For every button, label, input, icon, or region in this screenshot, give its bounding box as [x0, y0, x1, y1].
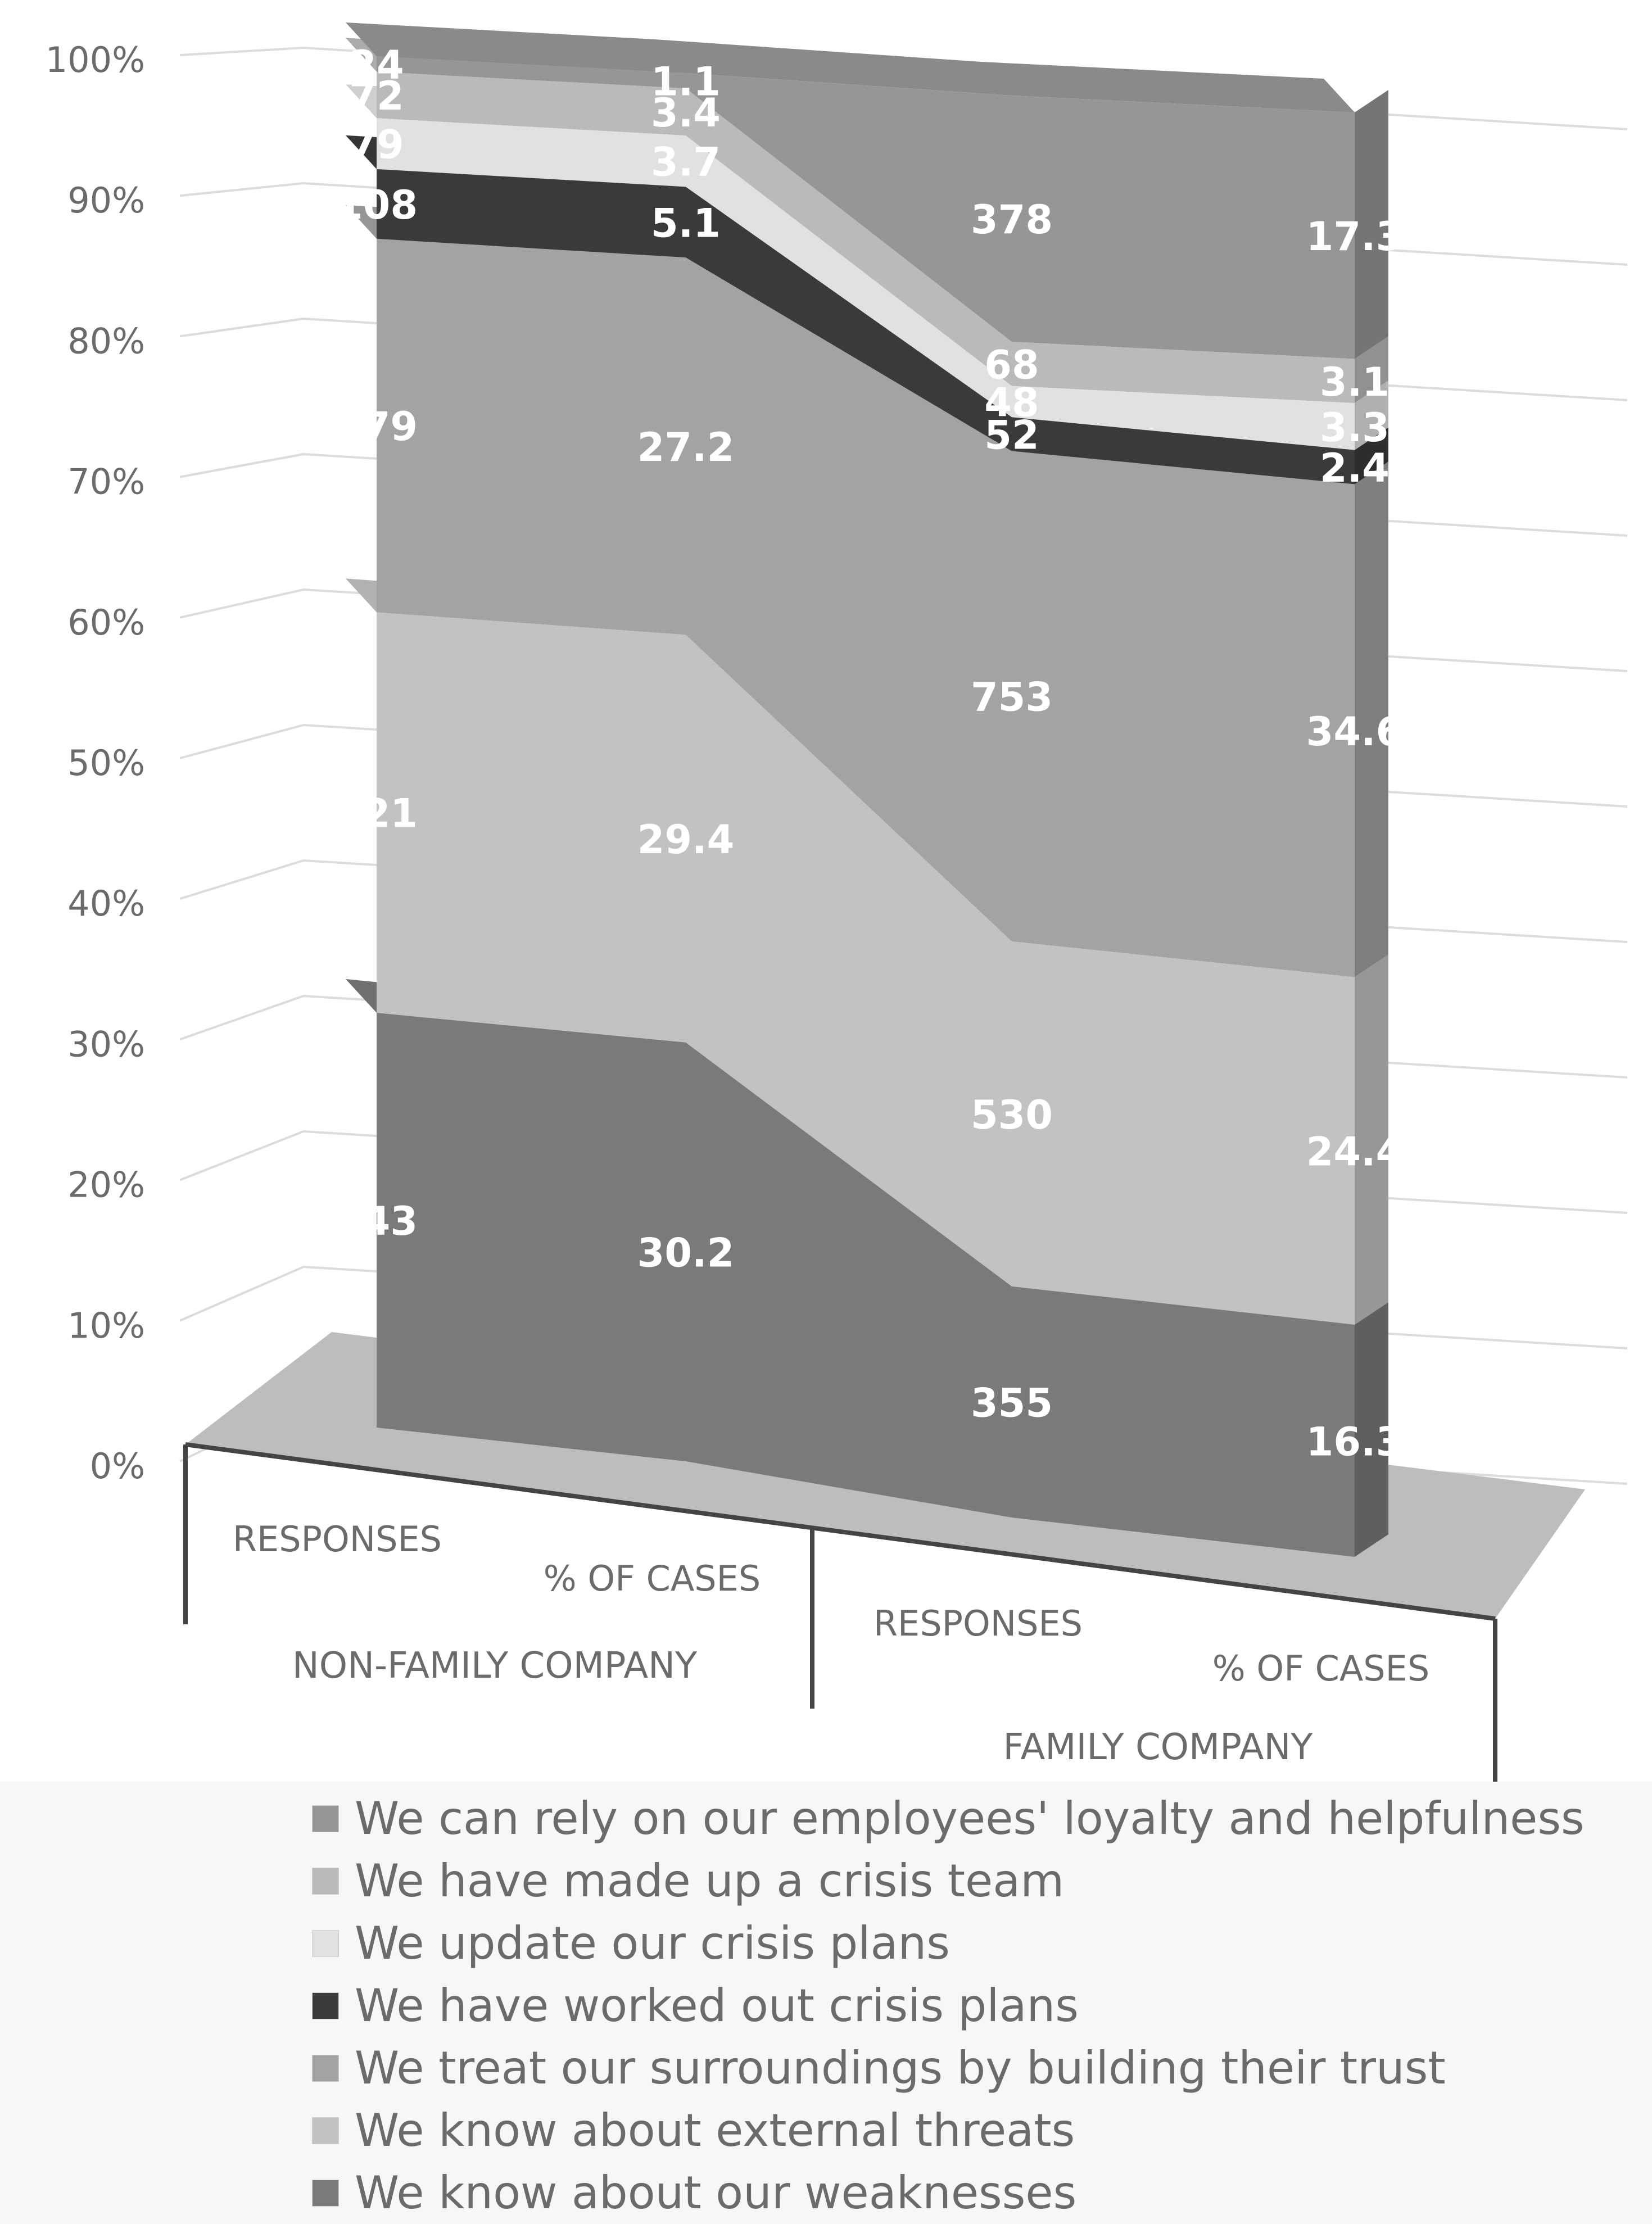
series-side-face [1355, 461, 1388, 977]
series-side-face [1355, 381, 1388, 450]
y-tick-label: 10% [67, 1305, 145, 1346]
series-area [377, 1013, 1355, 1557]
legend-label: We treat our surroundings by building th… [355, 2042, 1446, 2094]
legend-label: We update our crisis plans [355, 1917, 950, 1969]
data-label: 3.3 [1320, 405, 1390, 451]
y-tick-label: 20% [67, 1165, 145, 1206]
data-label: 79 [349, 122, 404, 168]
series-side-face [1355, 1302, 1388, 1557]
series-area [377, 169, 1355, 484]
legend-swatch [312, 1867, 339, 1895]
y-tick-label: 80% [67, 320, 145, 361]
x-group-label: NON-FAMILY COMPANY [292, 1645, 698, 1687]
stacked-area-chart: 643 30.2 355 16.3 621 29.4 530 24.4 579 27.2 753 34… [46, 22, 1628, 1782]
series-side-face [1355, 90, 1388, 359]
side-faces [1355, 90, 1388, 1557]
data-label: 48 [984, 379, 1039, 425]
x-category-label: RESPONSES [233, 1519, 442, 1560]
legend-swatch [312, 2117, 339, 2144]
series-top-face [346, 22, 1355, 112]
data-label: 27.2 [637, 424, 735, 470]
legend-item: We have made up a crisis team [312, 1850, 1585, 1912]
x-axis-line [185, 1442, 1496, 1621]
data-label: 24 [349, 42, 404, 88]
legend-item: We update our crisis plans [312, 1912, 1585, 1974]
data-label: 24.4 [1306, 1129, 1404, 1175]
x-group-label: FAMILY COMPANY [1003, 1727, 1314, 1768]
data-label: 16.3 [1306, 1419, 1404, 1465]
data-label: 72 [349, 73, 404, 119]
series-area [377, 238, 1355, 977]
data-label: 621 [336, 791, 418, 837]
legend-label: We know about external threats [355, 2104, 1075, 2157]
data-label: 3.1 [1320, 359, 1390, 405]
series-area [377, 118, 1355, 450]
y-tick-label: 90% [67, 180, 145, 221]
legend-label: We have worked out crisis plans [355, 1980, 1079, 2032]
data-label: 29.4 [637, 817, 735, 863]
data-label: 17.3 [1306, 214, 1404, 260]
data-label: 52 [984, 412, 1039, 458]
y-tick-label: 30% [67, 1023, 145, 1065]
data-label: 643 [336, 1198, 418, 1244]
data-label: 579 [336, 404, 418, 450]
legend-area: We can rely on our employees' loyalty an… [0, 1782, 1652, 2224]
data-label: 1.1 [651, 59, 721, 105]
series-area [377, 71, 1355, 404]
y-tick-label: 40% [67, 883, 145, 924]
data-label: 5.1 [651, 200, 721, 246]
series-side-face [1355, 954, 1388, 1325]
y-tick-label: 50% [67, 742, 145, 783]
data-label: 530 [971, 1092, 1053, 1138]
x-category-label: % OF CASES [544, 1558, 761, 1599]
data-label: 34.6 [1306, 709, 1404, 755]
legend-swatch [312, 1929, 339, 1957]
legend-label: We know about our weaknesses [355, 2167, 1077, 2219]
data-label: 378 [971, 197, 1053, 243]
data-label: 30.2 [637, 1230, 735, 1276]
y-tick-label: 60% [67, 602, 145, 643]
series-area [377, 612, 1355, 1325]
data-label: 2.4 [1320, 445, 1390, 491]
legend-item: We treat our surroundings by building th… [312, 2037, 1585, 2099]
series-area [377, 56, 1355, 359]
legend-item: We know about external threats [312, 2099, 1585, 2162]
y-tick-label: 70% [67, 461, 145, 502]
legend-label: We can rely on our employees' loyalty an… [355, 1792, 1585, 1845]
series-side-face [1355, 336, 1388, 404]
legend-label: We have made up a crisis team [355, 1855, 1065, 1907]
x-axis: RESPONSES % OF CASES RESPONSES % OF CASES NO… [183, 1442, 1497, 1782]
data-label: 68 [984, 342, 1039, 388]
legend-item: We know about our weaknesses [312, 2162, 1585, 2224]
data-label: 3.4 [651, 90, 721, 136]
legend-swatch [312, 2054, 339, 2082]
series-areas [346, 22, 1355, 1557]
legend-swatch [312, 1805, 339, 1832]
series-side-face [1355, 427, 1388, 484]
legend: We can rely on our employees' loyalty an… [312, 1787, 1585, 2224]
y-tick-label: 100% [46, 39, 145, 80]
x-category-label: % OF CASES [1212, 1648, 1429, 1689]
data-label: 355 [971, 1380, 1053, 1426]
data-label: 3.7 [651, 139, 721, 185]
data-labels: 643 30.2 355 16.3 621 29.4 530 24.4 579 27.2 753 34… [336, 42, 1403, 1465]
legend-item: We can rely on our employees' loyalty an… [312, 1787, 1585, 1850]
y-axis: 0% 10% 20% 30% 40% 50% 60% 70% 80% 90% 100% [46, 39, 145, 1487]
legend-item: We have worked out crisis plans [312, 1974, 1585, 2037]
data-label: 108 [336, 182, 418, 228]
legend-swatch [312, 1992, 339, 2019]
x-category-label: RESPONSES [873, 1603, 1083, 1644]
y-tick-label: 0% [90, 1446, 145, 1487]
data-label: 753 [971, 674, 1053, 721]
legend-swatch [312, 2179, 339, 2207]
